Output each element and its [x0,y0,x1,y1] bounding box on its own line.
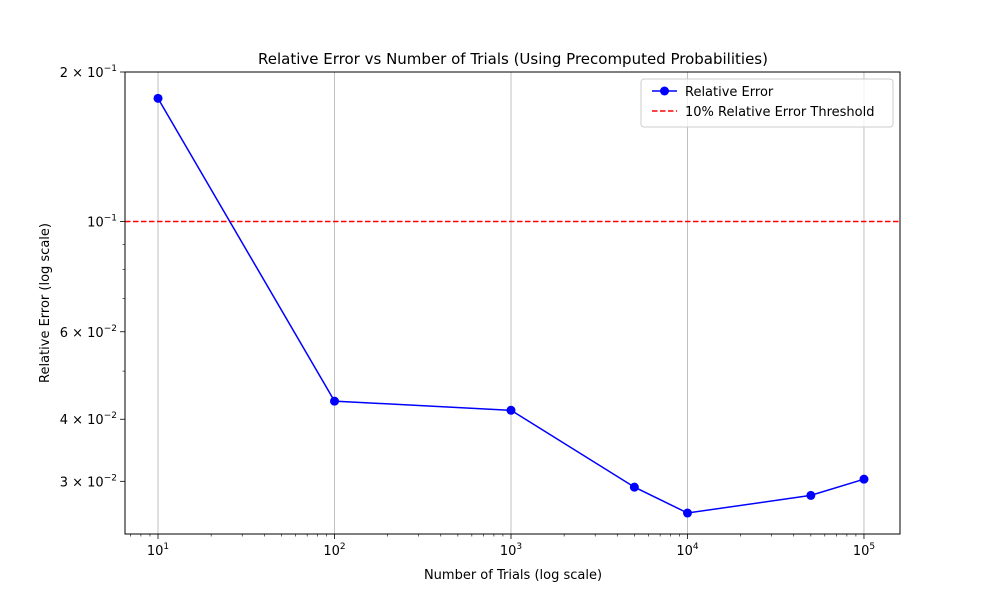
x-tick-label: 105 [853,542,875,559]
y-tick-label: 3 × 10−2 [60,473,117,490]
plot-frame [124,71,901,535]
x-tick-label: 102 [323,542,345,559]
data-point [806,490,816,500]
y-axis: 2 × 10−1 10−1 6 × 10−2 4 × 10−2 3 × 10−2 [60,64,125,490]
y-tick-label: 2 × 10−1 [60,64,117,81]
y-tick-label: 4 × 10−2 [60,411,117,428]
data-point [153,93,163,103]
chart-title: Relative Error vs Number of Trials (Usin… [258,50,768,68]
data-point [629,482,639,492]
x-axis-label: Number of Trials (log scale) [424,568,602,583]
y-tick-label: 6 × 10−2 [60,324,117,341]
series-layer [153,93,869,518]
grid-lines [157,72,865,534]
data-point [682,508,692,518]
y-axis-label: Relative Error (log scale) [38,223,53,383]
legend: Relative Error 10% Relative Error Thresh… [640,78,894,128]
y-tick-label: 10−1 [87,214,117,231]
x-axis: 101 102 103 104 105 [130,534,875,559]
legend-label-threshold: 10% Relative Error Threshold [685,105,874,120]
x-tick-label: 103 [500,542,522,559]
legend-marker-relative-error [660,86,669,96]
legend-label-relative-error: Relative Error [685,85,774,100]
legend-box [640,78,894,128]
data-point [330,396,340,406]
x-tick-label: 104 [676,542,699,559]
x-tick-label: 101 [147,542,169,559]
data-point [859,474,869,484]
data-point [506,405,516,415]
